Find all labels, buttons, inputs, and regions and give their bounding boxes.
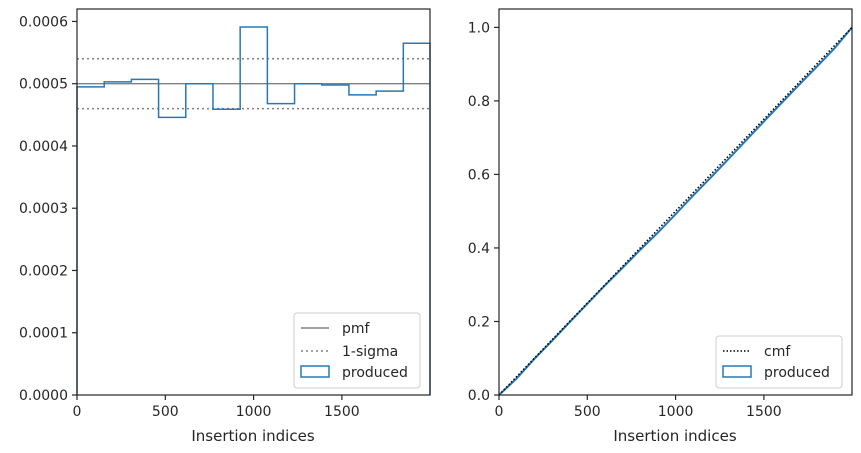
pmf-y-tick-label: 0.0001 bbox=[19, 326, 68, 342]
cmf-marks bbox=[498, 26, 853, 396]
cmf-x-tick-label: 500 bbox=[574, 404, 601, 420]
pmf-legend-produced-label: produced bbox=[342, 365, 408, 381]
pmf-plot-frame bbox=[76, 8, 431, 396]
pmf-legend: pmf 1-sigma produced bbox=[293, 312, 421, 389]
cmf-legend-box bbox=[715, 335, 843, 389]
cmf-legend-cmf-label: cmf bbox=[764, 344, 791, 360]
pmf-legend-box bbox=[293, 312, 421, 389]
cmf-plot-frame bbox=[498, 8, 853, 396]
cmf-line bbox=[498, 26, 853, 396]
cmf-legend-produced-swatch bbox=[722, 365, 752, 378]
pmf-legend-sigma-label: 1-sigma bbox=[342, 344, 398, 360]
cmf-y-tick-label: 1.0 bbox=[468, 20, 490, 36]
pmf-x-axis-title: Insertion indices bbox=[191, 427, 314, 445]
pmf-panel: 0 500 1000 1500 0.0000 0.0001 0.0002 0.0003 0.00… bbox=[19, 8, 431, 445]
cmf-y-tick-label: 0.8 bbox=[468, 94, 490, 110]
cmf-x-tick-label: 1000 bbox=[658, 404, 694, 420]
produced-step-series bbox=[76, 26, 431, 395]
cmf-x-axis-title: Insertion indices bbox=[613, 427, 736, 445]
pmf-legend-pmf-label: pmf bbox=[342, 321, 371, 337]
pmf-y-tick-label: 0.0005 bbox=[19, 77, 68, 93]
cmf-y-tick-label: 0.6 bbox=[468, 167, 490, 183]
pmf-axis-ticks: 0 500 1000 1500 0.0000 0.0001 0.0002 0.0003 0.00… bbox=[19, 14, 360, 420]
pmf-legend-produced-swatch bbox=[300, 365, 330, 378]
pmf-y-tick-label: 0.0003 bbox=[19, 201, 68, 217]
cmf-y-tick-label: 0.0 bbox=[468, 388, 490, 404]
pmf-x-tick-label: 500 bbox=[152, 404, 179, 420]
cmf-x-tick-label: 1500 bbox=[746, 404, 782, 420]
cmf-legend-produced-label: produced bbox=[764, 365, 830, 381]
cmf-legend: cmf produced bbox=[715, 335, 843, 389]
pmf-x-tick-label: 0 bbox=[73, 404, 82, 420]
cmf-x-tick-label: 0 bbox=[495, 404, 504, 420]
pmf-x-tick-label: 1500 bbox=[324, 404, 360, 420]
pmf-y-tick-label: 0.0006 bbox=[19, 14, 68, 30]
pmf-x-tick-label: 1000 bbox=[236, 404, 272, 420]
cmf-y-tick-label: 0.2 bbox=[468, 314, 490, 330]
cmf-axis-ticks: 0 500 1000 1500 0.0 0.2 0.4 0.6 0.8 1.0 bbox=[468, 20, 782, 420]
pmf-y-tick-label: 0.0000 bbox=[19, 388, 68, 404]
pmf-marks bbox=[76, 26, 431, 395]
cmf-panel: 0 500 1000 1500 0.0 0.2 0.4 0.6 0.8 1.0 Insertion… bbox=[468, 8, 853, 445]
cmf-plot-area bbox=[499, 9, 852, 395]
cmf-y-tick-label: 0.4 bbox=[468, 241, 490, 257]
pmf-y-tick-label: 0.0002 bbox=[19, 263, 68, 279]
pmf-y-tick-label: 0.0004 bbox=[19, 139, 68, 155]
